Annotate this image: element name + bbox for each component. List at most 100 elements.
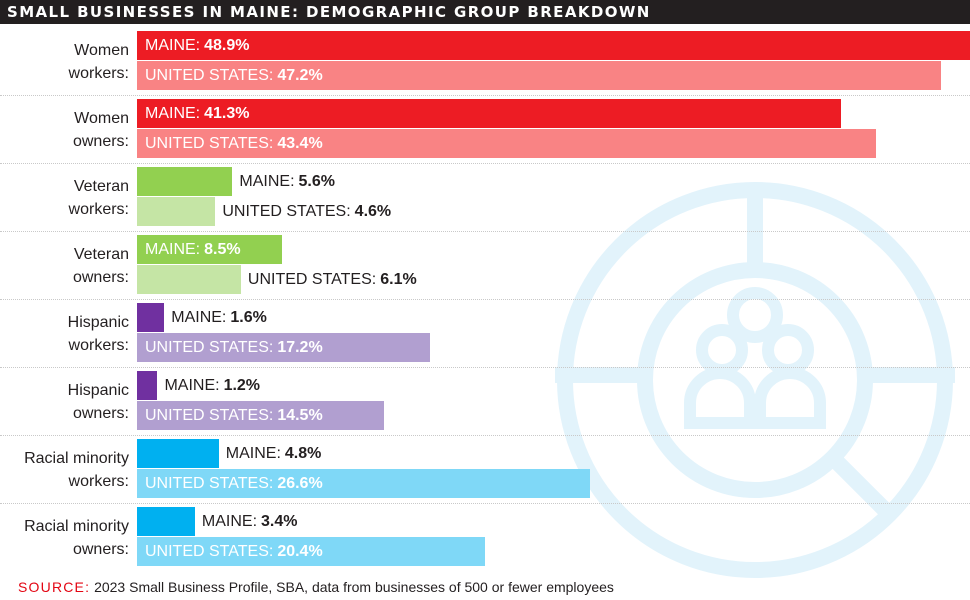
- series-name: UNITED STATES:: [145, 543, 274, 560]
- gridline: [0, 299, 970, 300]
- us-value-label: UNITED STATES: 17.2%: [145, 338, 323, 358]
- category-label-line: owners:: [72, 405, 129, 422]
- maine-value-label: MAINE: 3.4%: [202, 512, 298, 532]
- category-label-line: workers:: [68, 201, 129, 218]
- us-bar: [137, 401, 384, 430]
- us-bar: [137, 61, 942, 90]
- data-value: 5.6%: [298, 173, 335, 190]
- data-value: 20.4%: [277, 543, 323, 560]
- data-value: 48.9%: [204, 37, 250, 54]
- maine-bar: [137, 303, 165, 332]
- chart-header: SMALL BUSINESSES IN MAINE: DEMOGRAPHIC G…: [0, 0, 970, 24]
- us-value-label: UNITED STATES: 14.5%: [145, 406, 323, 426]
- us-bar: [137, 333, 430, 362]
- maine-value-label: MAINE: 41.3%: [145, 104, 250, 124]
- data-value: 4.6%: [354, 203, 392, 220]
- gridline: [0, 367, 970, 368]
- maine-bar: [137, 31, 970, 60]
- us-bar: [137, 197, 216, 226]
- category-label: Hispanic owners:: [0, 379, 129, 425]
- data-value: 4.8%: [284, 445, 322, 462]
- gridline: [0, 435, 970, 436]
- category-label-line: Women: [74, 110, 129, 127]
- series-name: UNITED STATES:: [145, 67, 274, 84]
- category-label: Racial minority owners:: [0, 515, 129, 561]
- category-label: Women owners:: [0, 107, 129, 153]
- series-name: UNITED STATES:: [222, 203, 351, 220]
- chart-title: SMALL BUSINESSES IN MAINE: DEMOGRAPHIC G…: [7, 3, 651, 21]
- category-label-line: owners:: [72, 269, 129, 286]
- us-bar: [137, 265, 241, 294]
- us-bar: [137, 469, 591, 498]
- source-label: SOURCE:: [18, 579, 91, 595]
- data-value: 47.2%: [277, 67, 323, 84]
- data-value: 14.5%: [277, 407, 323, 424]
- us-bar: [137, 537, 485, 566]
- category-label: Veteran workers:: [0, 175, 129, 221]
- series-name: MAINE:: [239, 173, 295, 190]
- series-name: UNITED STATES:: [145, 135, 274, 152]
- maine-bar: [137, 235, 282, 264]
- maine-value-label: MAINE: 48.9%: [145, 36, 250, 56]
- us-value-label: UNITED STATES: 6.1%: [248, 270, 417, 290]
- maine-value-label: MAINE: 5.6%: [239, 172, 335, 192]
- series-name: MAINE:: [145, 105, 201, 122]
- us-value-label: UNITED STATES: 20.4%: [145, 542, 323, 562]
- maine-value-label: MAINE: 8.5%: [145, 240, 241, 260]
- us-value-label: UNITED STATES: 26.6%: [145, 474, 323, 494]
- category-label: Hispanic workers:: [0, 311, 129, 357]
- maine-bar: [137, 507, 195, 536]
- maine-value-label: MAINE: 4.8%: [226, 444, 322, 464]
- series-name: MAINE:: [225, 445, 281, 462]
- category-label-line: Hispanic: [67, 382, 129, 399]
- source-text: 2023 Small Business Profile, SBA, data f…: [94, 579, 614, 595]
- series-name: MAINE:: [201, 513, 258, 530]
- data-value: 43.4%: [277, 135, 323, 152]
- maine-bar: [137, 99, 841, 128]
- source-note: SOURCE: 2023 Small Business Profile, SBA…: [18, 579, 614, 595]
- category-label-line: workers:: [68, 473, 129, 490]
- gridline: [0, 231, 970, 232]
- series-name: MAINE:: [145, 37, 201, 54]
- us-value-label: UNITED STATES: 43.4%: [145, 134, 323, 154]
- us-bar: [137, 129, 877, 158]
- category-label-line: Racial minority: [24, 450, 129, 467]
- category-label: Veteran owners:: [0, 243, 129, 289]
- us-value-label: UNITED STATES: 4.6%: [222, 202, 391, 222]
- data-value: 8.5%: [204, 241, 241, 258]
- us-value-label: UNITED STATES: 47.2%: [145, 66, 323, 86]
- category-label-line: Racial minority: [24, 518, 129, 535]
- category-label: Racial minority workers:: [0, 447, 129, 493]
- maine-bar: [137, 167, 233, 196]
- category-label-line: Veteran: [73, 178, 129, 195]
- gridline: [0, 503, 970, 504]
- category-label-line: workers:: [68, 65, 129, 82]
- data-value: 1.2%: [223, 377, 261, 394]
- data-value: 1.6%: [230, 309, 267, 326]
- data-value: 3.4%: [261, 513, 298, 530]
- people-group-donut-icon: [555, 182, 955, 578]
- category-label-line: Women: [74, 42, 129, 59]
- category-label-line: Hispanic: [67, 314, 129, 331]
- series-name: MAINE:: [164, 377, 220, 394]
- series-name: UNITED STATES:: [247, 271, 377, 288]
- series-name: MAINE:: [145, 241, 201, 258]
- series-name: UNITED STATES:: [145, 475, 274, 492]
- maine-bar: [137, 439, 219, 468]
- data-value: 26.6%: [277, 475, 323, 492]
- category-label-line: workers:: [68, 337, 129, 354]
- category-label: Women workers:: [0, 39, 129, 85]
- maine-value-label: MAINE: 1.2%: [164, 376, 260, 396]
- maine-value-label: MAINE: 1.6%: [171, 308, 267, 328]
- maine-bar: [137, 371, 158, 400]
- series-name: MAINE:: [171, 309, 227, 326]
- category-label-line: owners:: [72, 541, 129, 558]
- series-name: UNITED STATES:: [145, 339, 274, 356]
- gridline: [0, 95, 970, 96]
- data-value: 17.2%: [277, 339, 323, 356]
- data-value: 6.1%: [380, 271, 417, 288]
- category-label-line: Veteran: [73, 246, 129, 263]
- gridline: [0, 163, 970, 164]
- data-value: 41.3%: [204, 105, 250, 122]
- category-label-line: owners:: [72, 133, 129, 150]
